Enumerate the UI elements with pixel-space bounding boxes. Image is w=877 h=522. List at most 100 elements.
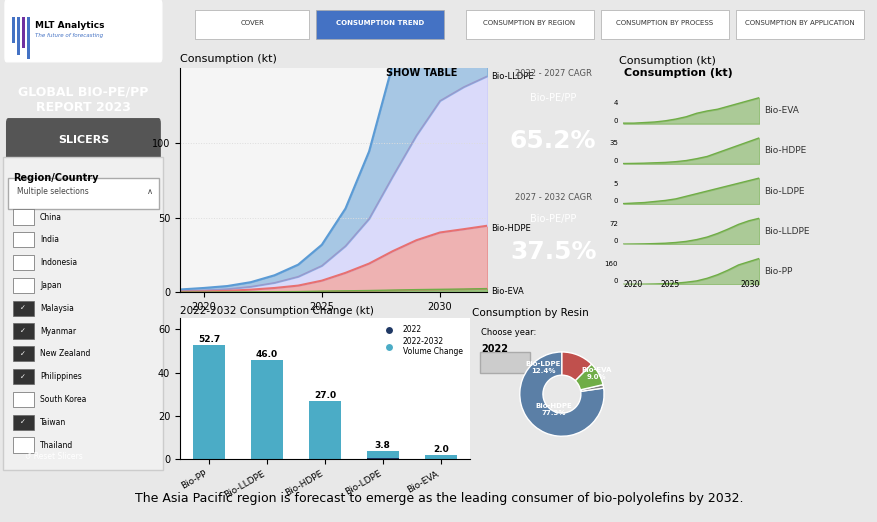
Text: Consumption (kt): Consumption (kt) [180, 54, 276, 64]
Text: India: India [40, 235, 59, 244]
FancyBboxPatch shape [13, 346, 33, 362]
Text: Bio-LDPE: Bio-LDPE [763, 186, 803, 196]
Text: Consumption (kt): Consumption (kt) [623, 68, 731, 78]
FancyBboxPatch shape [316, 10, 444, 39]
FancyBboxPatch shape [7, 119, 160, 161]
Text: Choose year:: Choose year: [481, 328, 536, 337]
Text: South Korea: South Korea [40, 395, 86, 404]
Text: ✓: ✓ [20, 305, 26, 311]
Text: Bio-PP: Bio-PP [0, 521, 1, 522]
Text: 4: 4 [613, 100, 617, 106]
Text: 5: 5 [613, 181, 617, 186]
FancyBboxPatch shape [13, 278, 33, 293]
Text: 46.0: 46.0 [255, 350, 278, 359]
Bar [11, 17, 15, 43]
Bar [424, 455, 456, 459]
Text: 3.8: 3.8 [374, 441, 390, 450]
Text: 0: 0 [613, 198, 617, 204]
Text: Myanmar: Myanmar [40, 327, 76, 336]
Text: The future of forecasting: The future of forecasting [35, 33, 103, 38]
Text: Bio-HDPE: Bio-HDPE [491, 224, 531, 233]
Text: 35: 35 [609, 140, 617, 146]
Wedge shape [561, 352, 591, 381]
FancyBboxPatch shape [735, 10, 863, 39]
Legend: 2022, 2022-2032
Volume Change: 2022, 2022-2032 Volume Change [378, 322, 466, 359]
Text: Bio-LLDPE: Bio-LLDPE [491, 72, 533, 80]
Text: Bio-EVA: Bio-EVA [491, 287, 524, 296]
Text: 2025: 2025 [660, 280, 680, 289]
FancyBboxPatch shape [13, 437, 33, 453]
Bar [251, 360, 282, 459]
Wedge shape [519, 352, 603, 436]
Text: ✓: ✓ [20, 351, 26, 357]
Bar [17, 17, 20, 55]
Text: MLT Analytics: MLT Analytics [35, 21, 104, 30]
Text: 2027 - 2032 CAGR: 2027 - 2032 CAGR [514, 193, 591, 201]
FancyBboxPatch shape [5, 0, 161, 62]
Text: Bio-PP: Bio-PP [763, 267, 791, 276]
Text: New Zealand: New Zealand [40, 349, 90, 359]
Bar [26, 17, 30, 60]
Text: 37.5%: 37.5% [510, 241, 595, 264]
FancyBboxPatch shape [4, 157, 163, 470]
Text: 0: 0 [613, 239, 617, 244]
FancyBboxPatch shape [195, 10, 309, 39]
Text: SHOW TABLE: SHOW TABLE [385, 68, 457, 78]
Bar [367, 451, 398, 459]
Text: Philippines: Philippines [40, 372, 82, 381]
Text: CONSUMPTION TREND: CONSUMPTION TREND [336, 20, 424, 27]
Text: 0: 0 [613, 279, 617, 284]
Text: Consumption (kt): Consumption (kt) [618, 56, 715, 66]
Text: CONSUMPTION BY PROCESS: CONSUMPTION BY PROCESS [616, 20, 712, 27]
Text: 27.0: 27.0 [313, 391, 336, 400]
FancyBboxPatch shape [8, 178, 159, 209]
Text: Consumption by Resin: Consumption by Resin [471, 307, 588, 318]
Text: ↺ Reset Slicers: ↺ Reset Slicers [25, 452, 82, 461]
Text: ✓: ✓ [20, 419, 26, 425]
Text: The Asia Pacific region is forecast to emerge as the leading consumer of bio-pol: The Asia Pacific region is forecast to e… [134, 492, 743, 505]
FancyBboxPatch shape [13, 414, 33, 430]
Text: Bio-LDPE
12.4%: Bio-LDPE 12.4% [525, 361, 560, 374]
Text: Region/Country: Region/Country [13, 173, 99, 183]
FancyBboxPatch shape [13, 324, 33, 339]
Text: Bio-LLDPE: Bio-LLDPE [763, 227, 809, 236]
Text: Multiple selections: Multiple selections [17, 187, 89, 196]
Text: SLICERS: SLICERS [58, 135, 109, 145]
Text: 160: 160 [604, 261, 617, 267]
Text: CONSUMPTION BY APPLICATION: CONSUMPTION BY APPLICATION [744, 20, 853, 27]
Text: ✓: ✓ [20, 328, 26, 334]
Text: 2020: 2020 [623, 280, 642, 289]
Text: Bio-PE/PP: Bio-PE/PP [530, 214, 575, 224]
Bar [309, 401, 340, 459]
Text: 2022: 2022 [481, 344, 508, 354]
Text: 52.7: 52.7 [197, 335, 220, 344]
Text: Taiwan: Taiwan [40, 418, 66, 427]
Text: Bio-HDPE: Bio-HDPE [763, 146, 805, 156]
Bar [193, 345, 225, 459]
FancyBboxPatch shape [13, 255, 33, 270]
FancyBboxPatch shape [600, 10, 728, 39]
FancyBboxPatch shape [13, 232, 33, 247]
FancyBboxPatch shape [13, 209, 33, 224]
Bar [22, 17, 25, 48]
Text: China: China [40, 212, 62, 221]
Text: 0: 0 [613, 158, 617, 164]
Text: Bio-PE/PP: Bio-PE/PP [530, 93, 575, 103]
FancyBboxPatch shape [13, 369, 33, 384]
FancyBboxPatch shape [13, 301, 33, 316]
Text: COVER: COVER [240, 20, 264, 27]
Text: Malaysia: Malaysia [40, 304, 74, 313]
Text: CONSUMPTION BY REGION: CONSUMPTION BY REGION [483, 20, 575, 27]
Text: GLOBAL BIO-PE/PP
REPORT 2023: GLOBAL BIO-PE/PP REPORT 2023 [18, 86, 148, 113]
Text: 0: 0 [613, 118, 617, 124]
FancyBboxPatch shape [465, 10, 593, 39]
Text: 2022-2032 Consumption Change (kt): 2022-2032 Consumption Change (kt) [180, 306, 374, 316]
Text: Bio-HDPE
77.3%: Bio-HDPE 77.3% [535, 404, 572, 417]
FancyBboxPatch shape [13, 392, 33, 407]
Text: 2022 - 2027 CAGR: 2022 - 2027 CAGR [514, 68, 591, 78]
Text: Bio-EVA
9.0%: Bio-EVA 9.0% [581, 366, 610, 379]
Text: 72: 72 [609, 221, 617, 227]
Text: 2.0: 2.0 [432, 445, 448, 454]
Text: Bio-EVA: Bio-EVA [763, 106, 798, 115]
Text: 65.2%: 65.2% [510, 129, 595, 153]
